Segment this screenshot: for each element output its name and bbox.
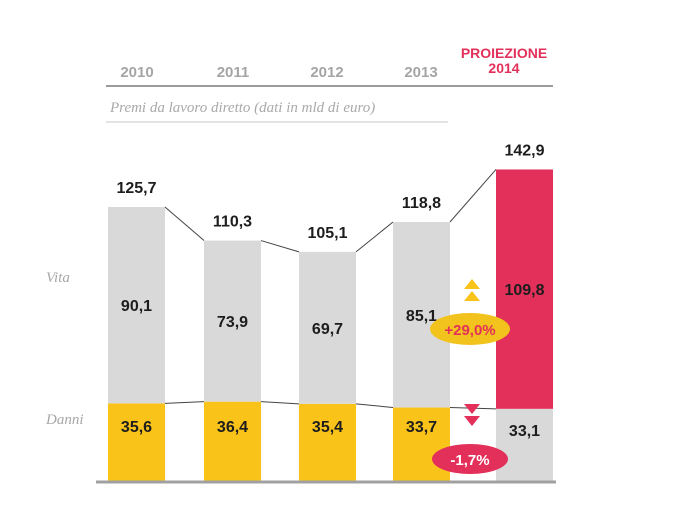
year-label-2012: 2012 (310, 64, 344, 81)
connector-mid (260, 401, 300, 405)
up-arrow-icon (464, 291, 480, 301)
bar-danni-2014 (496, 408, 553, 481)
vita-label-2011: 73,9 (217, 314, 248, 331)
total-label-2013: 118,8 (402, 195, 441, 212)
down-arrow-icon (464, 404, 480, 414)
vita-label-2013: 85,1 (406, 308, 437, 325)
connector-top (164, 206, 205, 241)
connector-top (355, 221, 394, 253)
vita-label-2014: 109,8 (504, 282, 544, 299)
total-label-2014: 142,9 (504, 142, 544, 159)
danni-label-2011: 36,4 (217, 419, 248, 436)
year-label-2011: 2011 (216, 64, 250, 81)
decline-badge (432, 444, 508, 474)
year-label-2013: 2013 (404, 64, 438, 81)
bar-vita-2014 (496, 169, 553, 409)
danni-label-2010: 35,6 (121, 419, 152, 436)
bar-danni-2010 (108, 403, 165, 481)
chart-subtitle: Premi da lavoro diretto (dati in mld di … (110, 100, 376, 116)
up-arrow-icon (464, 279, 480, 289)
year-label-2010: 2010 (120, 64, 154, 81)
series-label-vita: Vita (46, 270, 70, 286)
down-arrow-icon (464, 416, 480, 426)
bar-vita-2010 (108, 206, 165, 404)
growth-badge-label: +29,0% (444, 322, 495, 339)
connector-mid (164, 401, 205, 404)
connector-mid (355, 403, 394, 409)
bar-danni-2011 (204, 401, 261, 481)
bar-vita-2013 (393, 222, 450, 408)
growth-badge (430, 313, 510, 345)
connector-top (260, 240, 300, 253)
series-label-danni: Danni (46, 412, 84, 428)
danni-label-2014: 33,1 (509, 423, 540, 440)
bar-vita-2011 (204, 240, 261, 402)
projection-header: PROIEZIONE 2014 (448, 46, 560, 76)
total-label-2010: 125,7 (116, 180, 156, 197)
total-label-2012: 105,1 (307, 225, 347, 242)
total-label-2011: 110,3 (213, 214, 252, 231)
bar-vita-2012 (299, 251, 356, 404)
vita-label-2010: 90,1 (121, 298, 152, 315)
projection-header-line2: 2014 (488, 60, 520, 76)
projection-header-line1: PROIEZIONE (460, 45, 548, 61)
decline-badge-label: -1,7% (450, 452, 489, 469)
bar-danni-2012 (299, 403, 356, 481)
danni-label-2012: 35,4 (312, 419, 343, 436)
bar-danni-2013 (393, 407, 450, 481)
vita-label-2012: 69,7 (312, 321, 343, 338)
connector-top (449, 169, 497, 223)
danni-label-2013: 33,7 (406, 419, 437, 436)
